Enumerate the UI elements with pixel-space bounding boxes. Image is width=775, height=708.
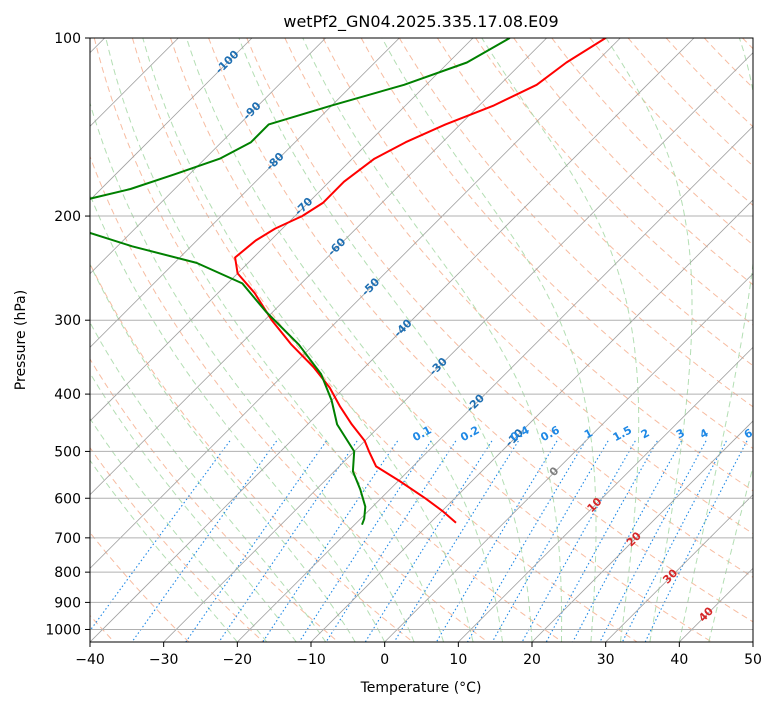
dry-adiabat [90,262,414,642]
pressure-gridlines [90,38,753,630]
y-tick-label: 1000 [45,622,81,638]
plot-frame [89,37,754,643]
mixing-ratio-line [298,440,432,642]
isotherm-line [237,125,753,642]
x-tick-label: −20 [223,652,253,668]
chart-title: wetPf2_GN04.2025.335.17.08.E09 [283,12,558,32]
x-tick-label: 20 [523,652,541,668]
x-axis-title: Temperature (°C) [360,680,482,696]
dry-adiabat [322,38,753,492]
isotherm-line [163,52,753,642]
dewpoint-profile [90,38,511,526]
isotherms [90,38,753,642]
temperature-profile [234,38,607,524]
x-tick-label: −10 [296,652,326,668]
x-tick-label: 50 [744,652,762,668]
x-tick-label: −40 [75,652,105,668]
moist-adiabat [708,465,753,642]
dry-adiabat [246,38,753,578]
y-tick-label: 900 [54,595,81,611]
y-axis-title: Pressure (hPa) [13,290,29,390]
dry-adiabat [398,38,753,408]
x-tick-label: −30 [149,652,179,668]
dry-adiabat [90,446,264,642]
dry-adiabat [551,38,753,246]
mixing-ratio-line [90,440,231,632]
isotherm-line [384,273,753,642]
isotherm-line [90,38,326,275]
isotherm-line [90,38,400,348]
y-tick-label: 200 [54,209,81,225]
moist-adiabat [90,101,415,642]
moist-adiabat [90,459,238,642]
x-tick-label: 10 [449,652,467,668]
x-axis: −40 −30 −20 −10 0 10 20 30 40 50 [75,642,762,668]
profile-series [90,38,607,526]
mixing-ratio-line [325,440,457,642]
moist-adiabat [481,38,640,642]
mixing-ratio-line [467,440,586,642]
y-tick-label: 300 [54,313,81,329]
mixing-ratio-line [491,440,609,642]
dry-adiabat [93,38,563,642]
isotherm-line [605,494,753,642]
isotherm-line [531,420,753,642]
mixing-ratio-line [644,440,748,642]
y-tick-label: 700 [54,531,81,547]
x-tick-label: 40 [670,652,688,668]
mixing-ratio-line [262,440,399,642]
moist-adiabat [678,38,753,642]
y-tick-label: 500 [54,444,81,460]
y-tick-label: 600 [54,491,81,507]
mixing-ratio-line [218,440,358,642]
moist-adiabat [90,263,356,642]
y-tick-label: 400 [54,387,81,403]
isotherm-line [90,38,253,201]
mixing-ratio-line [393,440,519,642]
dry-adiabat [284,38,753,535]
dry-adiabat [170,38,712,642]
isotherm-line [90,38,621,569]
mixing-ratio-line [131,440,278,642]
mixing-ratio-label: 6 [742,426,755,441]
moist-adiabat [605,38,693,642]
mixing-ratio-line [185,440,327,642]
isotherm-line [458,346,753,642]
isotherm-line [90,38,695,642]
dry-adiabat [589,38,753,206]
moist-adiabat [302,38,563,642]
mixing-ratio-line [521,440,636,642]
moist-adiabat [105,38,445,642]
dry-adiabat [90,358,339,642]
y-tick-label: 800 [54,565,81,581]
dry-adiabat [131,38,638,642]
isotherm-line [90,38,547,496]
moist-adiabat [381,38,597,642]
y-tick-label: 100 [54,31,81,47]
x-tick-label: 0 [380,652,389,668]
moist-adiabat [186,38,503,642]
x-tick-label: 30 [597,652,615,668]
isotherm-line [90,38,474,422]
isotherm-line [310,199,753,642]
moist-adiabat [142,38,474,642]
moist-adiabat [238,38,533,642]
y-axis: 100 200 300 400 500 600 700 800 900 1000 [45,31,90,638]
dry-adiabat [436,38,753,367]
